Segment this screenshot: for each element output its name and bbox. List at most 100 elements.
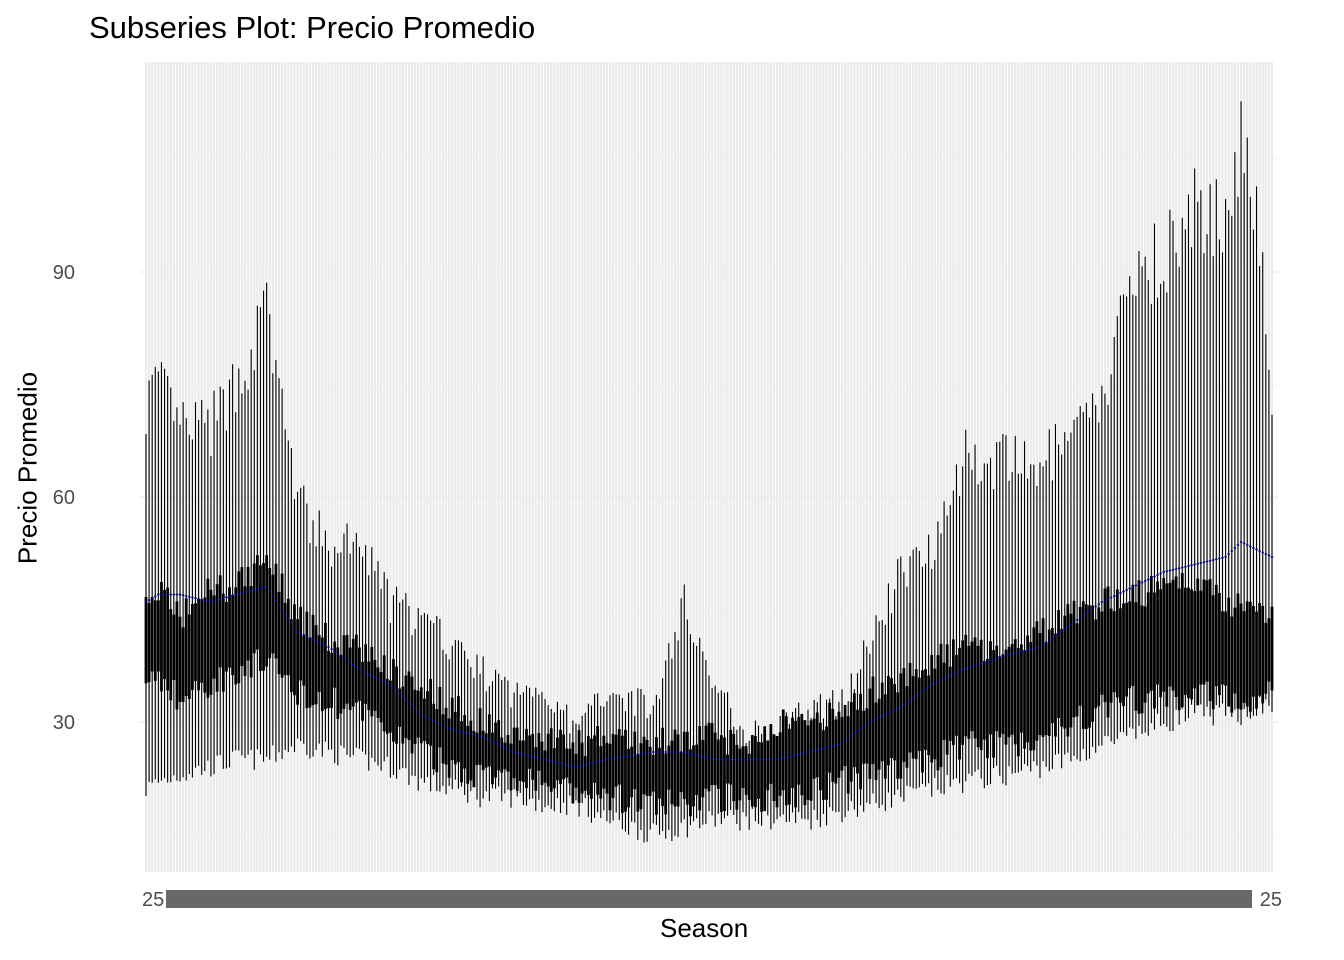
season-band (336, 62, 339, 872)
season-core (500, 737, 504, 773)
season-band (877, 62, 881, 872)
season-core (679, 752, 683, 793)
season-core (602, 735, 606, 789)
season-band (679, 62, 683, 872)
season-core (642, 736, 646, 795)
season-core (902, 668, 906, 762)
season-core (289, 619, 293, 693)
season-core (1221, 611, 1224, 685)
season-band (550, 62, 553, 872)
season-band (794, 62, 797, 872)
season-core (719, 735, 723, 812)
season-core (828, 702, 832, 773)
season-band (754, 62, 757, 872)
season-band (744, 62, 748, 872)
season-core (342, 635, 346, 709)
season-band (942, 62, 946, 872)
season-core (605, 742, 609, 794)
season-core (865, 708, 869, 764)
season-core (822, 730, 825, 800)
season-band (596, 62, 599, 872)
season-core (1047, 629, 1051, 737)
season-core (825, 726, 828, 800)
season-core (695, 744, 699, 796)
season-core (429, 679, 432, 746)
season-core (231, 594, 235, 676)
season-core (163, 589, 166, 680)
season-core (658, 747, 661, 799)
season-band (939, 62, 943, 872)
season-core (1069, 613, 1073, 728)
season-band (856, 62, 859, 872)
season-band (636, 62, 640, 872)
season-core (1183, 587, 1187, 696)
season-band (930, 62, 933, 872)
season-core (491, 732, 494, 785)
season-band (760, 62, 763, 872)
season-core (698, 726, 702, 811)
season-core (1239, 603, 1243, 710)
x-axis-ticks: 25 25 (142, 889, 1282, 911)
season-core (1143, 606, 1147, 703)
season-core (1088, 605, 1091, 728)
season-band (766, 62, 769, 872)
season-core (955, 654, 958, 736)
season-band (605, 62, 609, 872)
season-core (921, 670, 924, 773)
season-core (481, 730, 485, 771)
season-band (732, 62, 735, 872)
season-core (1041, 618, 1045, 737)
season-core (243, 586, 247, 676)
season-core (893, 684, 896, 761)
season-core (741, 746, 745, 788)
season-core (939, 643, 943, 768)
season-band (837, 62, 841, 872)
season-band (321, 62, 324, 872)
season-band (379, 62, 383, 872)
season-core (398, 688, 402, 727)
season-band (859, 62, 862, 872)
season-core (880, 682, 884, 762)
season-band (553, 62, 556, 872)
season-band (590, 62, 593, 872)
season-core (958, 647, 961, 760)
season-band (800, 62, 803, 872)
season-core (911, 676, 915, 759)
season-core (376, 667, 380, 718)
season-core (293, 604, 296, 696)
season-core (998, 656, 1002, 738)
season-core (961, 640, 965, 745)
season-core (874, 702, 878, 780)
season-core (617, 729, 621, 785)
season-core (735, 744, 739, 810)
season-band (451, 62, 454, 872)
season-band (318, 62, 321, 872)
season-core (447, 718, 451, 778)
season-core (760, 742, 763, 812)
season-core (1187, 587, 1190, 699)
season-core (194, 603, 197, 682)
season-core (1252, 606, 1255, 697)
season-band (850, 62, 853, 872)
season-core (982, 660, 986, 740)
season-core (942, 662, 946, 741)
season-band (618, 62, 621, 872)
x-tick-labels-overlap (166, 890, 1252, 908)
season-band (395, 62, 398, 872)
season-band (587, 62, 590, 872)
season-band (580, 62, 584, 872)
season-core (1075, 623, 1079, 717)
season-band (840, 62, 844, 872)
season-band (417, 62, 420, 872)
season-band (692, 62, 695, 872)
season-core (339, 654, 343, 714)
season-core (1177, 588, 1181, 711)
season-core (620, 735, 624, 813)
season-core (1128, 601, 1132, 689)
season-band (822, 62, 825, 872)
y-axis-ticks: 30 60 90 (53, 262, 75, 734)
season-band (769, 62, 773, 872)
season-band (834, 62, 838, 872)
chart-title: Subseries Plot: Precio Promedio (89, 10, 536, 45)
